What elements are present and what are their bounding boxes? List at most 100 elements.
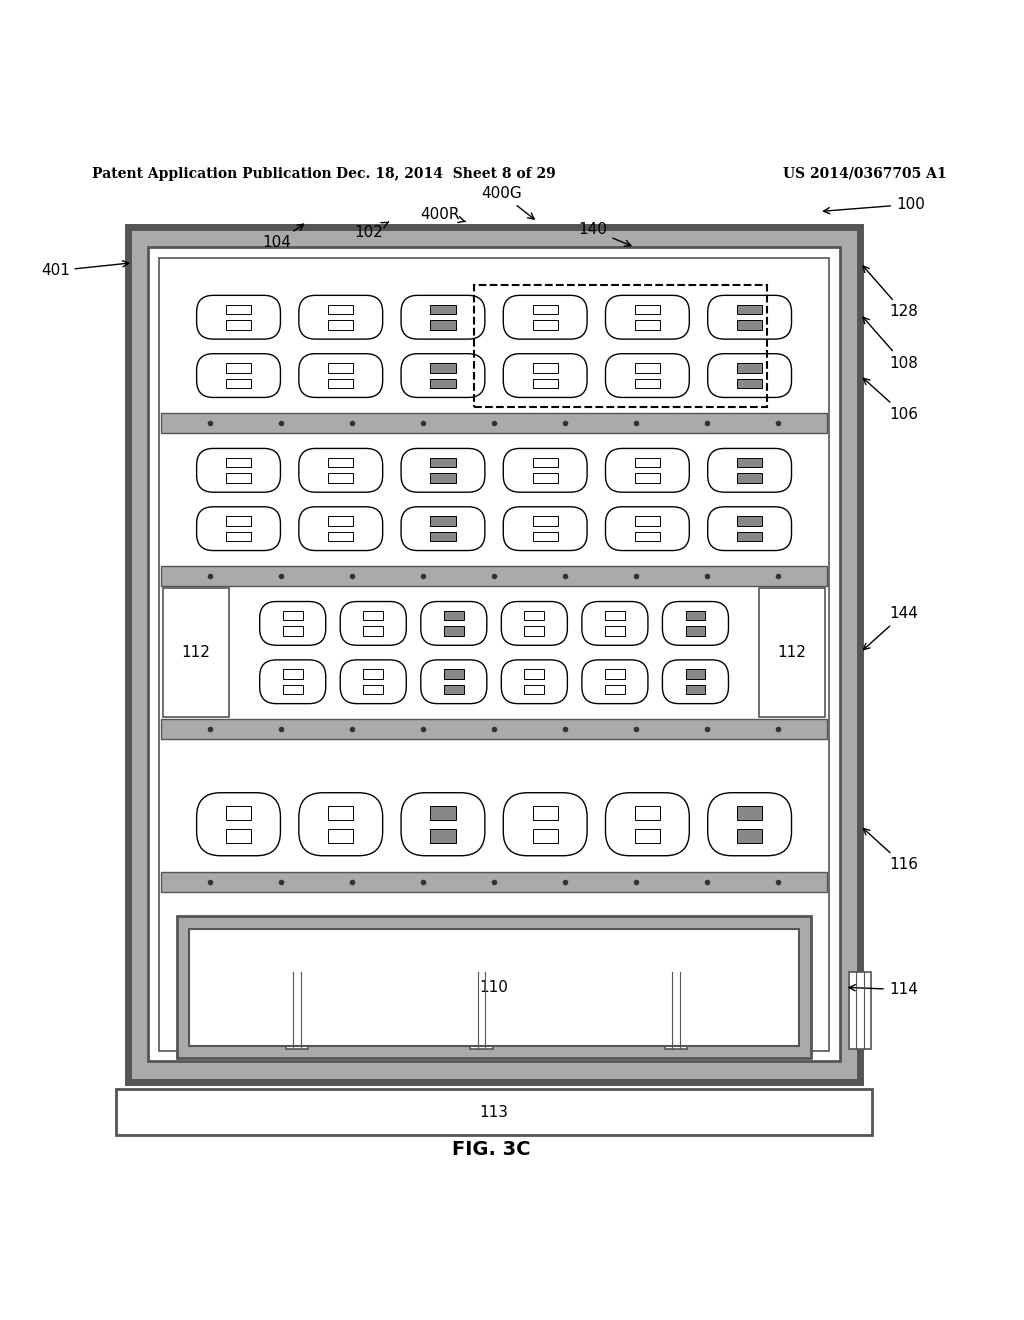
Bar (532, 474, 558, 483)
Bar (685, 611, 706, 620)
FancyBboxPatch shape (401, 507, 485, 550)
Bar (328, 363, 353, 372)
FancyBboxPatch shape (299, 507, 383, 550)
Bar (364, 685, 383, 694)
Bar (430, 321, 456, 330)
Bar (430, 379, 456, 388)
Text: 108: 108 (863, 317, 918, 371)
Bar (635, 516, 660, 525)
Bar (128, 227, 860, 1082)
Bar (532, 458, 558, 467)
Text: 112: 112 (181, 645, 211, 660)
Bar (532, 532, 558, 541)
Bar (430, 474, 456, 483)
Bar (163, 589, 229, 717)
Text: 104: 104 (262, 224, 304, 251)
Bar (430, 829, 456, 842)
FancyBboxPatch shape (197, 449, 281, 492)
FancyBboxPatch shape (299, 296, 383, 339)
FancyBboxPatch shape (401, 354, 485, 397)
Bar (849, 973, 871, 1049)
Bar (685, 669, 706, 678)
Bar (532, 379, 558, 388)
Bar (148, 247, 840, 1061)
FancyBboxPatch shape (503, 507, 587, 550)
Text: 110: 110 (479, 979, 509, 995)
FancyBboxPatch shape (401, 296, 485, 339)
Bar (532, 305, 558, 314)
Text: 400R: 400R (421, 207, 466, 223)
FancyBboxPatch shape (503, 793, 587, 855)
Bar (283, 685, 303, 694)
Bar (226, 516, 251, 525)
FancyBboxPatch shape (708, 793, 792, 855)
Bar (328, 379, 353, 388)
Text: 128: 128 (863, 265, 918, 319)
Bar (737, 807, 762, 820)
FancyBboxPatch shape (197, 793, 281, 855)
Bar (226, 829, 251, 842)
Bar (635, 474, 660, 483)
FancyBboxPatch shape (340, 660, 407, 704)
Text: Dec. 18, 2014  Sheet 8 of 29: Dec. 18, 2014 Sheet 8 of 29 (336, 166, 555, 181)
FancyBboxPatch shape (299, 793, 383, 855)
Bar (328, 807, 353, 820)
Text: 114: 114 (849, 982, 918, 997)
Bar (283, 669, 303, 678)
Bar (737, 379, 762, 388)
Bar (737, 321, 762, 330)
Bar (635, 321, 660, 330)
Bar (635, 807, 660, 820)
Bar (685, 685, 706, 694)
FancyBboxPatch shape (503, 354, 587, 397)
Bar (226, 807, 251, 820)
FancyBboxPatch shape (708, 449, 792, 492)
Bar (177, 916, 811, 1059)
Bar (524, 627, 545, 636)
Bar (226, 321, 251, 330)
Bar (685, 627, 706, 636)
FancyBboxPatch shape (582, 660, 648, 704)
Bar (443, 685, 464, 694)
FancyBboxPatch shape (708, 507, 792, 550)
Bar (161, 873, 827, 892)
Text: 401: 401 (41, 261, 129, 279)
Bar (226, 474, 251, 483)
Bar (226, 305, 251, 314)
FancyBboxPatch shape (503, 296, 587, 339)
Bar (226, 379, 251, 388)
FancyBboxPatch shape (605, 296, 689, 339)
Text: 144: 144 (863, 606, 918, 649)
Bar (605, 669, 625, 678)
Bar (364, 669, 383, 678)
Bar (328, 516, 353, 525)
Bar (328, 532, 353, 541)
FancyBboxPatch shape (605, 449, 689, 492)
Bar (759, 589, 825, 717)
FancyBboxPatch shape (197, 296, 281, 339)
Bar (161, 719, 827, 739)
FancyBboxPatch shape (663, 660, 728, 704)
Bar (635, 363, 660, 372)
Bar (532, 321, 558, 330)
Bar (430, 363, 456, 372)
FancyBboxPatch shape (582, 602, 648, 645)
Bar (430, 458, 456, 467)
Text: 112: 112 (777, 645, 807, 660)
Bar (443, 627, 464, 636)
Bar (430, 516, 456, 525)
FancyBboxPatch shape (260, 602, 326, 645)
Bar (737, 516, 762, 525)
Bar (737, 829, 762, 842)
Text: 113: 113 (479, 1105, 509, 1119)
Bar (430, 807, 456, 820)
Text: 102: 102 (354, 222, 388, 240)
Text: Patent Application Publication: Patent Application Publication (92, 166, 332, 181)
Bar (605, 685, 625, 694)
Bar (737, 474, 762, 483)
Bar (283, 611, 303, 620)
Bar (635, 532, 660, 541)
Bar (474, 285, 767, 408)
FancyBboxPatch shape (299, 354, 383, 397)
FancyBboxPatch shape (605, 507, 689, 550)
